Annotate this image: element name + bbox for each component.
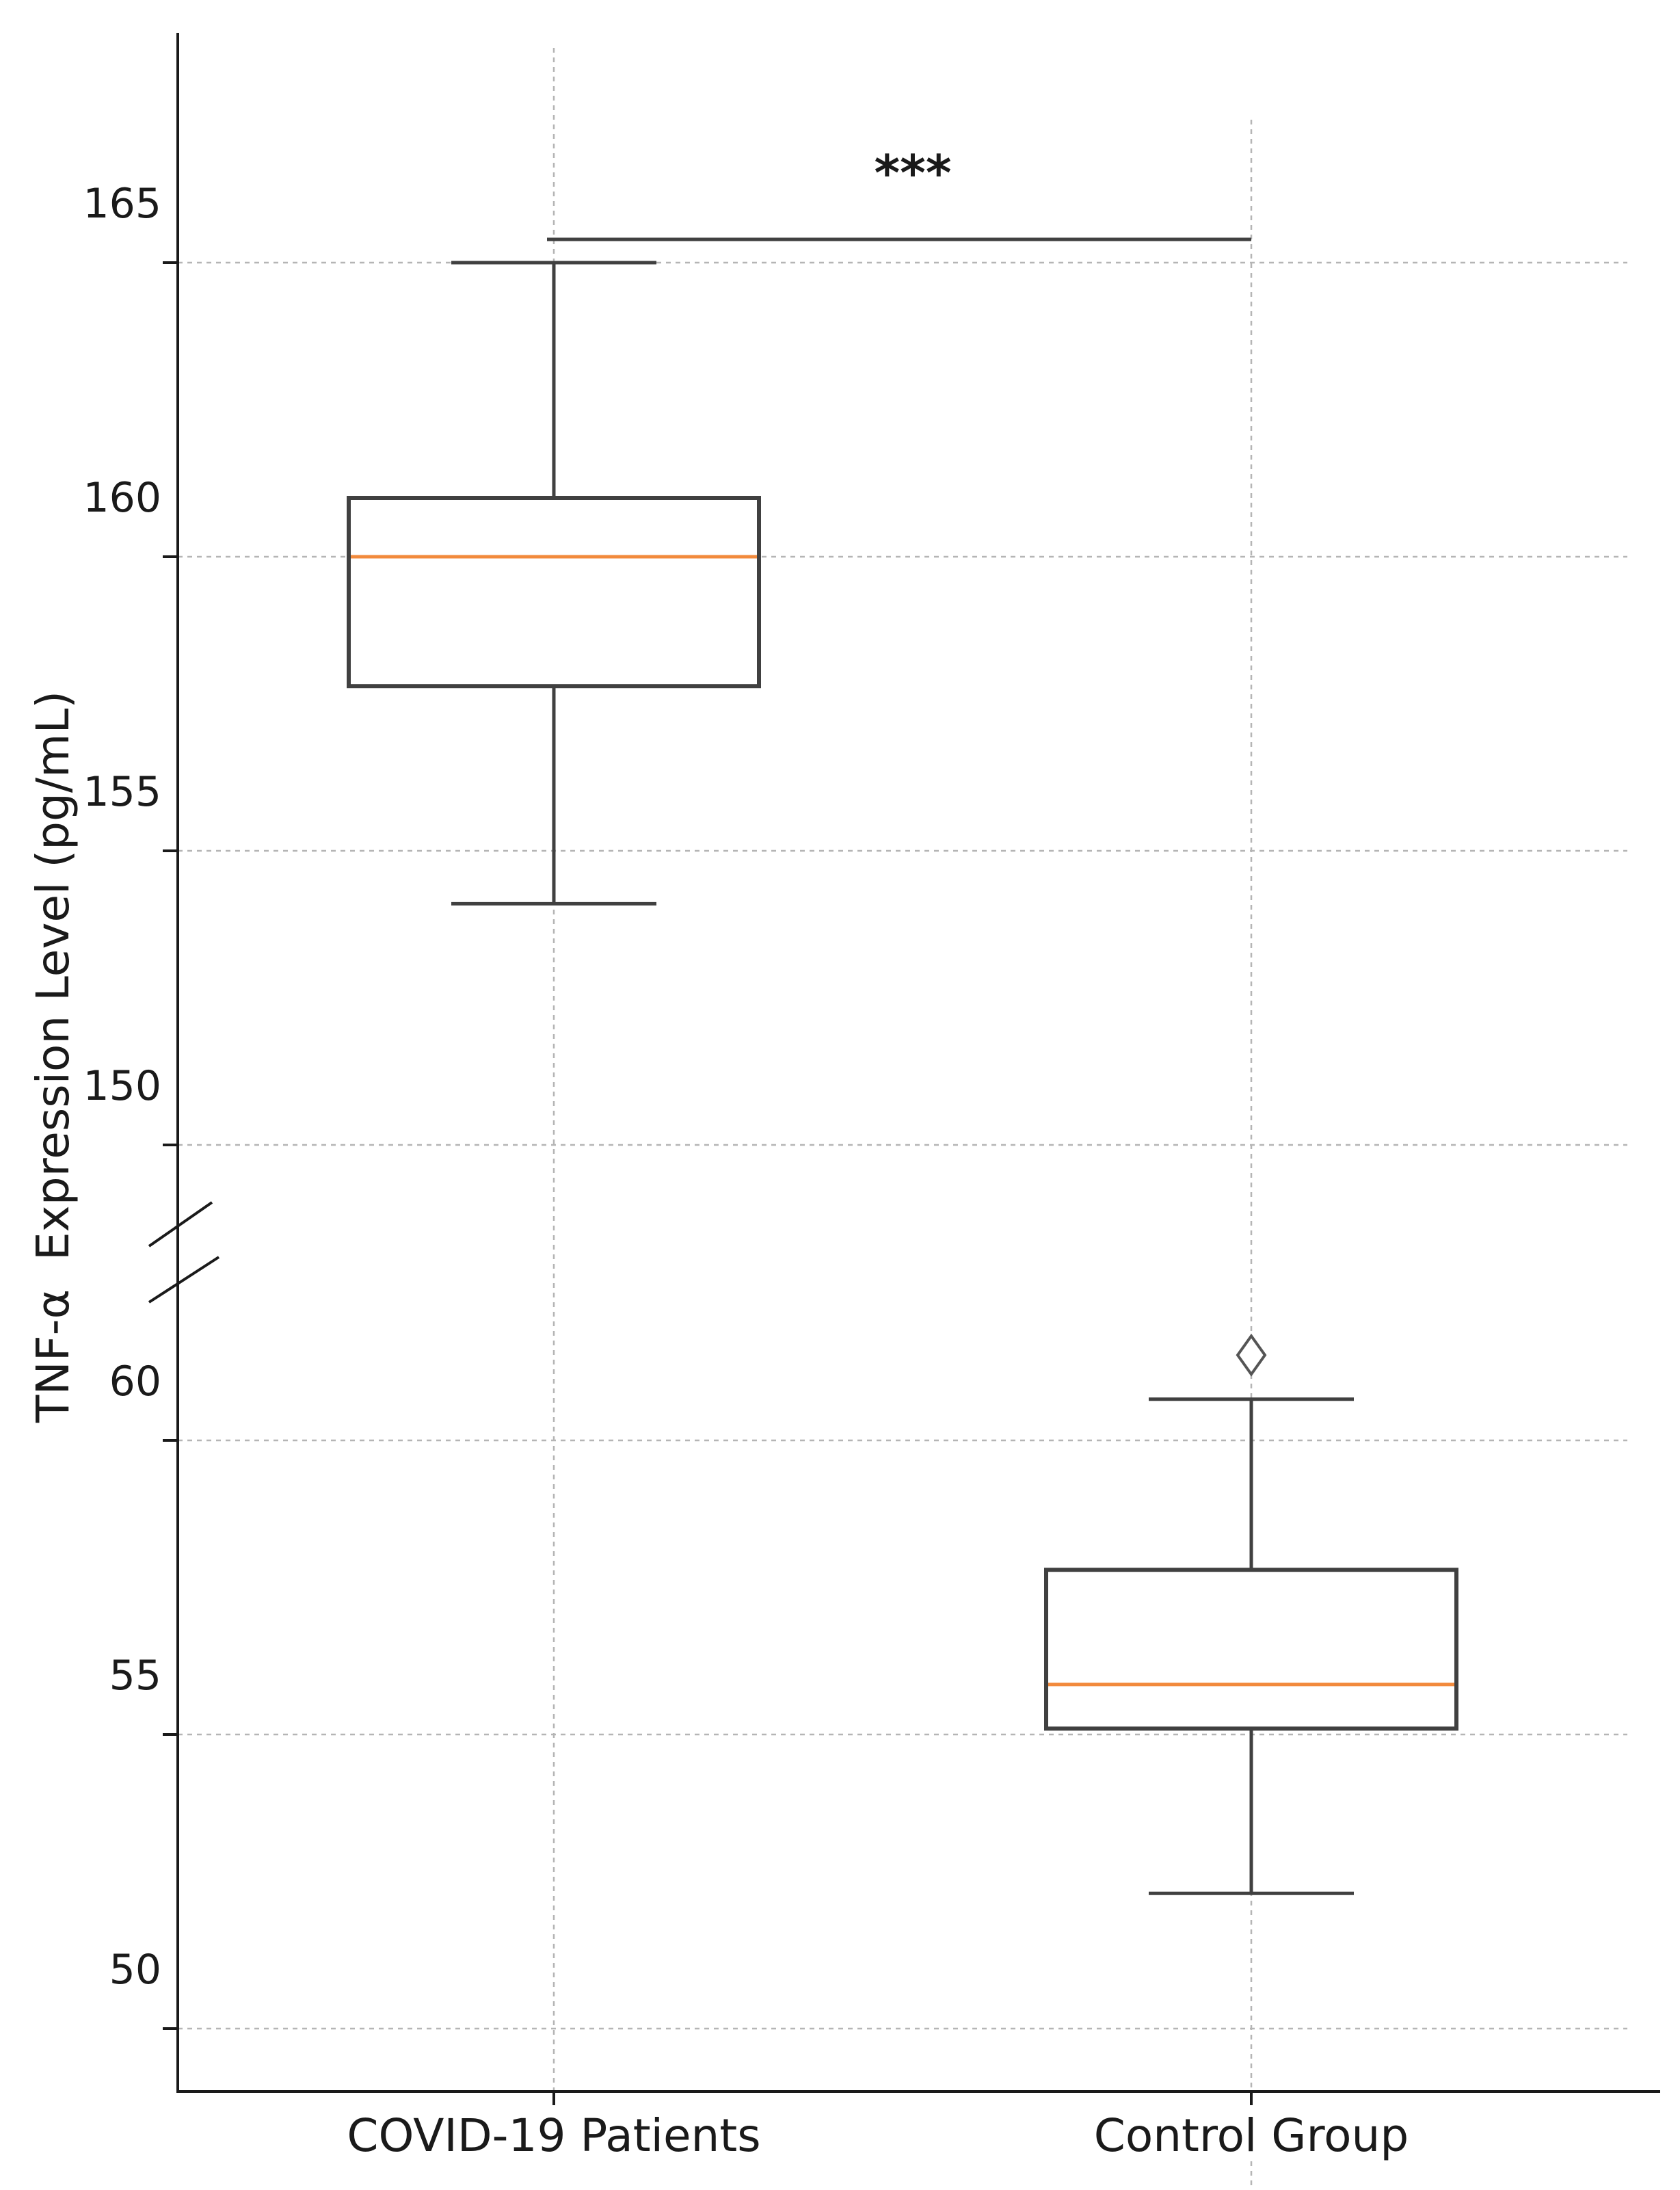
axis-break-mark-lower — [148, 1256, 220, 1304]
iqr-box — [1044, 1568, 1458, 1731]
x-tick-labels: COVID-19 Patients Control Group — [347, 2109, 1409, 2162]
y-axis-label: TNF-α Expression Level (pg/mL) — [27, 691, 79, 1423]
y-ticks: 150 155 160 165 50 55 60 — [83, 180, 1253, 2105]
axes — [148, 33, 1660, 2093]
x-tick-label: COVID-19 Patients — [347, 2109, 760, 2162]
y-tick-label: 150 — [83, 1062, 161, 1110]
y-tick-label: 55 — [109, 1652, 161, 1700]
y-tick-label: 60 — [109, 1358, 161, 1406]
significance-annotation: *** — [547, 144, 1251, 241]
y-tick-label: 50 — [109, 1946, 161, 1994]
axis-break-mark-upper — [148, 1201, 213, 1248]
box-covid-19-patients — [347, 261, 761, 906]
gridlines — [178, 48, 1627, 2185]
significance-label: *** — [875, 144, 952, 202]
x-tick-label: Control Group — [1094, 2109, 1409, 2162]
boxes — [347, 261, 1458, 1895]
y-tick-label: 165 — [83, 180, 161, 228]
iqr-box — [347, 496, 761, 689]
y-tick-label: 160 — [83, 474, 161, 522]
box-control-group — [1044, 1333, 1458, 1895]
outlier-marker — [1236, 1333, 1267, 1377]
y-tick-label: 155 — [83, 768, 161, 816]
